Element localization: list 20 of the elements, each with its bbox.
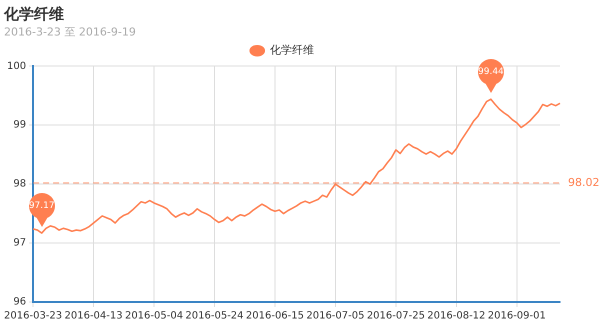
annotation: 97.17 bbox=[28, 200, 56, 212]
x-tick-label: 2016-07-25 bbox=[366, 310, 425, 322]
y-tick-label: 99 bbox=[13, 120, 26, 131]
x-tick-label: 2016-04-13 bbox=[64, 310, 123, 322]
legend-label: 化学纤维 bbox=[270, 44, 314, 57]
annotation: 99.44 bbox=[477, 66, 505, 78]
y-tick-label: 100 bbox=[6, 60, 26, 72]
ref-line-label: 98.02 bbox=[568, 176, 600, 189]
y-tick-label: 98 bbox=[13, 178, 26, 190]
x-tick-label: 2016-03-23 bbox=[4, 310, 62, 322]
x-tick-label: 2016-07-05 bbox=[306, 310, 364, 322]
x-tick-label: 2016-05-04 bbox=[124, 310, 184, 322]
y-tick-label: 97 bbox=[13, 238, 26, 249]
x-tick-label: 2016-09-01 bbox=[488, 310, 546, 322]
chart-title: 化学纤维 bbox=[3, 4, 64, 23]
x-tick-label: 2016-08-12 bbox=[427, 310, 486, 322]
x-tick-label: 2016-05-24 bbox=[185, 310, 244, 322]
x-tick-label: 2016-06-15 bbox=[246, 310, 304, 322]
y-tick-label: 96 bbox=[13, 296, 26, 308]
chart-subtitle: 2016-3-23 至 2016-9-19 bbox=[4, 25, 136, 38]
